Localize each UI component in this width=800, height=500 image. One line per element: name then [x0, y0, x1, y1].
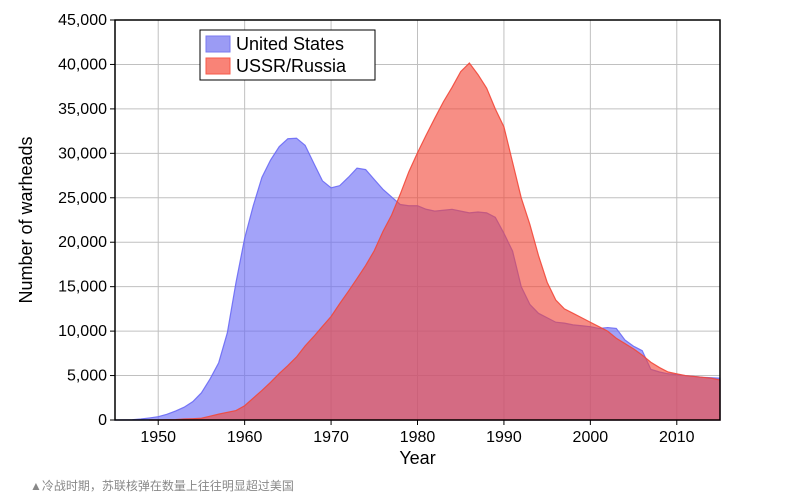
y-tick-label: 40,000	[58, 56, 107, 73]
y-tick-label: 30,000	[58, 145, 107, 162]
y-tick-label: 5,000	[67, 368, 107, 385]
y-tick-label: 35,000	[58, 101, 107, 118]
y-tick-label: 20,000	[58, 234, 107, 251]
x-tick-label: 1990	[486, 429, 522, 446]
x-tick-label: 2010	[659, 429, 695, 446]
y-axis-label: Number of warheads	[16, 136, 36, 303]
y-tick-label: 15,000	[58, 279, 107, 296]
y-tick-label: 0	[98, 412, 107, 429]
chart-container: 0 5,000 10,000 15,000 20,000 25,000 30,000 35,0…	[0, 0, 800, 500]
x-tick-label: 1960	[227, 429, 263, 446]
y-tick-label: 10,000	[58, 323, 107, 340]
y-tick-label: 45,000	[58, 12, 107, 29]
x-tick-label: 2000	[573, 429, 609, 446]
x-tick-label: 1950	[140, 429, 176, 446]
caption: ▲冷战时期，苏联核弹在数量上往往明显超过美国	[30, 477, 294, 494]
warheads-area-chart: 0 5,000 10,000 15,000 20,000 25,000 30,000 35,0…	[0, 0, 800, 466]
legend-label: USSR/Russia	[236, 56, 347, 76]
legend-swatch	[206, 58, 230, 74]
x-axis-label: Year	[399, 448, 435, 466]
legend-swatch	[206, 36, 230, 52]
y-tick-label: 25,000	[58, 190, 107, 207]
legend-label: United States	[236, 34, 344, 54]
x-tick-label: 1970	[313, 429, 349, 446]
x-tick-label: 1980	[400, 429, 436, 446]
